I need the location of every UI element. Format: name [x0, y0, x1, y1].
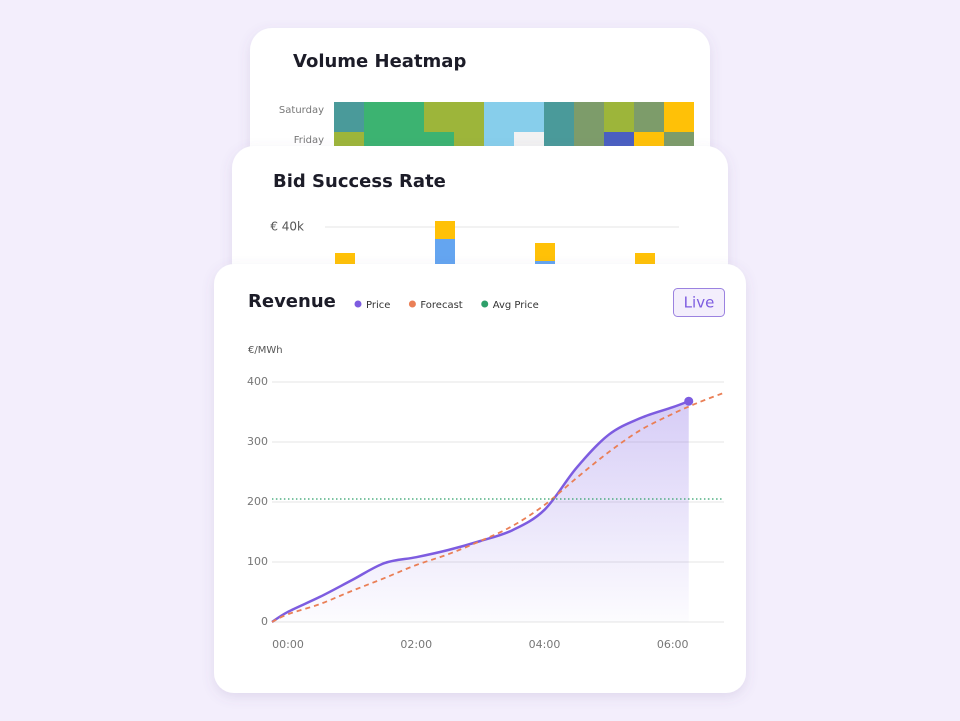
- y-axis-label: €/MWh: [248, 345, 283, 356]
- legend-label: Price: [366, 300, 390, 311]
- legend-dot: [408, 300, 416, 308]
- legend-label: Avg Price: [493, 300, 539, 311]
- card-title: Revenue: [248, 291, 336, 312]
- y-tick-label: 400: [247, 375, 268, 388]
- heatmap-cell: [364, 102, 394, 132]
- heatmap-cell: [394, 102, 424, 132]
- live-button[interactable]: [673, 288, 725, 317]
- row-label: Saturday: [279, 105, 324, 116]
- heatmap-cell: [484, 102, 514, 132]
- revenue-card: Revenue Live €/MWh 0 100 200 300 400 00:00 02:…: [214, 264, 746, 693]
- card-title: Volume Heatmap: [293, 51, 466, 72]
- x-tick-label: 06:00: [657, 638, 689, 651]
- y-tick-label: 200: [247, 495, 268, 508]
- y-tick-label: 300: [247, 435, 268, 448]
- card-title: Bid Success Rate: [273, 171, 446, 192]
- legend-label: Forecast: [420, 300, 462, 311]
- heatmap-cell: [514, 102, 544, 132]
- heatmap-cell: [334, 102, 364, 132]
- heatmap-cell: [454, 102, 484, 132]
- x-tick-label: 04:00: [529, 638, 561, 651]
- series-line: [271, 391, 725, 623]
- heatmap-cell: [424, 102, 454, 132]
- heatmap-cell: [604, 102, 634, 132]
- row-label: Friday: [294, 135, 324, 146]
- x-tick-label: 00:00: [272, 638, 304, 651]
- x-tick-label: 02:00: [400, 638, 432, 651]
- y-tick-label: € 40k: [270, 220, 304, 234]
- bar-segment: [535, 243, 555, 261]
- y-tick-label: 100: [247, 555, 268, 568]
- end-marker: [684, 396, 694, 406]
- heatmap-cell: [664, 102, 694, 132]
- series-line: [271, 400, 690, 624]
- y-tick-label: 0: [261, 615, 268, 628]
- legend-dot: [481, 300, 489, 308]
- heatmap-cell: [544, 102, 574, 132]
- live-label[interactable]: Live: [684, 294, 715, 312]
- bar-segment: [435, 221, 455, 239]
- heatmap-cell: [634, 102, 664, 132]
- heatmap-cell: [574, 102, 604, 132]
- legend-dot: [354, 300, 362, 308]
